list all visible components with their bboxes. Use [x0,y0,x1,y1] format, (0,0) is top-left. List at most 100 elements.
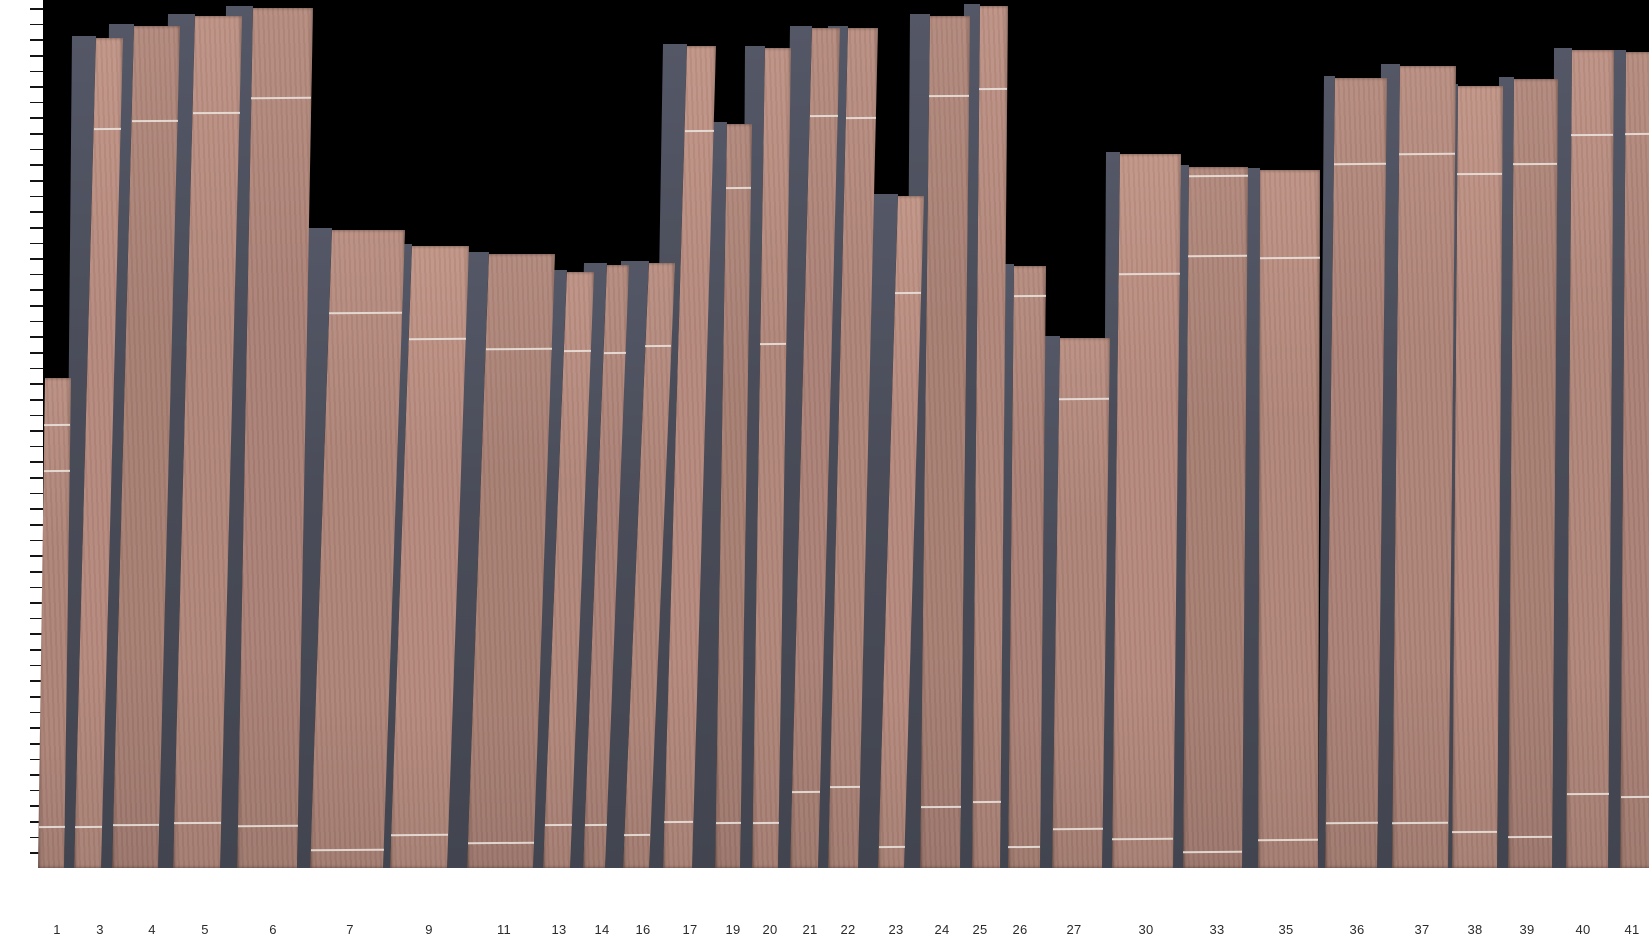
ruler-tick [30,477,43,479]
sheet-number-label: 7 [346,922,354,937]
sheet-number-label: 38 [1467,922,1483,937]
scribe-mark [792,790,821,794]
sheet-number-label: 37 [1414,922,1430,937]
veneer-sheet-36[interactable] [1325,78,1387,868]
ruler-tick [30,711,43,714]
scribe-mark [1059,397,1110,401]
ruler-tick [30,258,43,260]
sheet-number-label: 1 [53,922,61,937]
ruler-tick [30,211,43,213]
sheet-number-label: 36 [1349,922,1365,937]
ruler-tick [30,836,43,839]
scribe-mark [1452,830,1498,834]
veneer-sheet-38[interactable] [1452,86,1503,868]
veneer-sheet-30[interactable] [1112,154,1181,868]
sheet-number-label: 24 [934,922,950,937]
scribe-mark [603,351,626,355]
ruler-tick [30,180,43,182]
ruler-tick [30,649,43,651]
vertical-ruler [0,0,43,870]
scribe-mark [624,833,651,837]
sheet-number-label: 40 [1575,922,1591,937]
scribe-mark [1052,827,1103,831]
ruler-tick [30,320,43,323]
ruler-tick [30,39,43,41]
sheet-shadow-strip [1448,84,1458,868]
scribe-mark [584,823,607,827]
ruler-tick [30,383,43,385]
sheet-number-label: 9 [425,922,433,937]
ruler-tick [30,539,43,542]
scribe-mark [929,94,970,98]
sheet-number-label: 13 [551,922,567,937]
veneer-sheet-33[interactable] [1183,167,1248,868]
scribe-mark [192,111,240,115]
ruler-tick [30,555,43,557]
scribe-mark [760,342,787,346]
sheet-number-label: 5 [201,922,209,937]
sheet-number-label: 11 [496,922,512,937]
ruler-tick [30,117,43,120]
ruler-tick [30,133,43,135]
veneer-sheet-26[interactable] [1008,266,1046,868]
veneer-sheet-39[interactable] [1508,79,1558,868]
scribe-mark [684,129,714,133]
ruler-tick [30,492,43,495]
scribe-mark [1325,821,1378,825]
scribe-mark [113,823,160,827]
ruler-tick [30,680,43,682]
veneer-sheet-40[interactable] [1566,50,1614,868]
ruler-tick [30,633,43,636]
ruler-tick [30,86,43,88]
scribe-mark [131,119,178,123]
scribe-mark [44,423,71,427]
scribe-mark [725,186,751,190]
ruler-tick [30,164,43,166]
ruler-tick [30,398,43,401]
scribe-mark [920,805,961,809]
ruler-tick [30,586,43,589]
ruler-tick [30,602,43,604]
veneer-sheet-27[interactable] [1052,338,1110,868]
ruler-tick [30,70,43,73]
scribe-mark [752,821,779,825]
ruler-tick [30,664,43,667]
ruler-tick [30,23,43,26]
ruler-tick [30,336,43,338]
ruler-tick [30,101,43,104]
sheet-number-label: 21 [802,922,818,937]
scribe-mark [38,825,65,829]
sheet-number-label: 16 [635,922,651,937]
ruler-tick [30,774,43,776]
sheet-number-label: 20 [762,922,778,937]
sheet-number-axis: 1 3 4 5 6 7 9 11 13 14 16 17 19 20 21 22 23 24 25 26 27 30 33 3… [0,868,1649,950]
sheet-number-label: 41 [1624,922,1640,937]
scribe-mark [1399,152,1456,156]
scribe-mark [1508,835,1553,839]
sheet-number-label: 30 [1138,922,1154,937]
sheet-number-label: 19 [725,922,741,937]
scribe-mark [544,823,572,827]
scribe-mark [43,469,70,473]
ruler-tick [30,524,43,526]
scribe-mark [664,820,694,824]
scribe-mark [979,87,1008,91]
ruler-tick [30,414,43,417]
scribe-mark [563,349,591,353]
ruler-tick [30,352,43,354]
ruler-tick [30,696,43,698]
ruler-tick [30,742,43,745]
scribe-mark [1620,795,1649,799]
ruler-tick [30,242,43,245]
scribe-mark [715,821,741,825]
sheet-number-label: 27 [1066,922,1082,937]
scribe-mark [1008,845,1041,849]
ruler-tick [30,805,43,808]
sheet-shadow-strip [1552,48,1572,868]
veneer-sheet-37[interactable] [1392,66,1456,868]
veneer-sheet-35[interactable] [1258,170,1320,868]
scan-plot-area [0,0,1649,868]
ruler-tick [30,445,43,448]
sheet-number-label: 25 [972,922,988,937]
